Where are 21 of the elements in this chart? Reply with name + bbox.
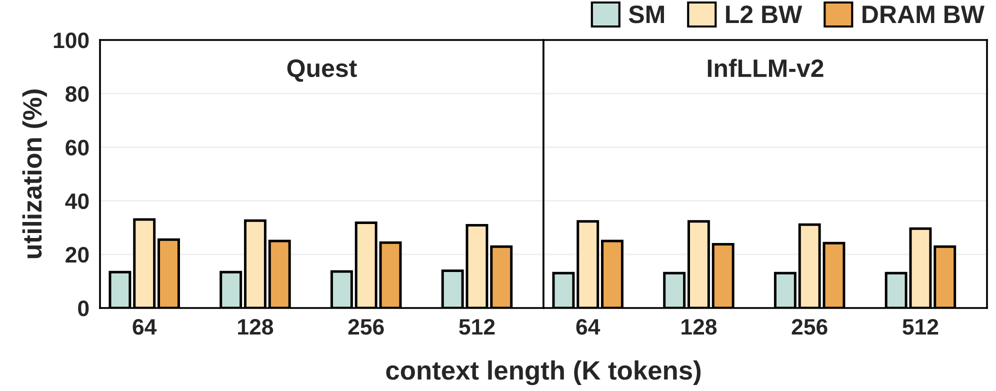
legend-label: L2 BW	[726, 6, 802, 23]
y-tick-label: 80	[66, 86, 89, 102]
y-axis-title: utilization (%)	[22, 90, 47, 258]
text: InfLLM-v2	[708, 58, 824, 77]
legend-label: SM	[628, 6, 664, 24]
x-tick-label: 64	[576, 319, 600, 335]
x-axis-title: context length (K tokens)	[386, 360, 701, 386]
y-tick-label: 40	[65, 193, 89, 210]
y-tick-label: 20	[66, 246, 89, 263]
y-tick-label: 60	[66, 140, 89, 156]
x-tick-label: 256	[348, 319, 384, 335]
y-tick-label: 0	[78, 300, 89, 316]
x-tick-label: 512	[459, 319, 495, 335]
x-tick-label: 128	[238, 319, 274, 335]
x-tick-label: 512	[902, 319, 938, 335]
legend-label: DRAM BW	[862, 6, 984, 23]
text: Quest	[287, 59, 357, 82]
x-tick-label: 64	[132, 319, 157, 335]
y-tick-label: 100	[54, 32, 89, 48]
x-tick-label: 128	[682, 319, 717, 335]
x-tick-label: 256	[792, 319, 828, 335]
